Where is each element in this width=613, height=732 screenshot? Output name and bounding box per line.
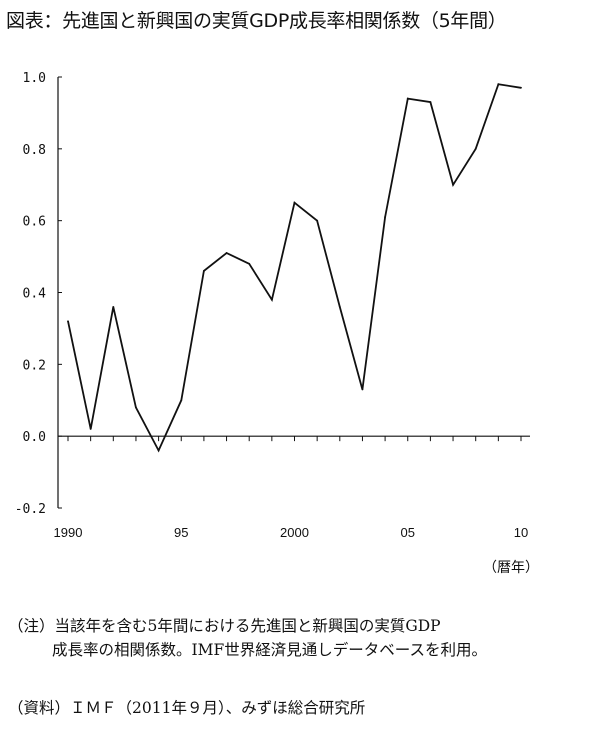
source-note: （資料）ＩＭＦ（2011年９月）、みずほ総合研究所	[8, 699, 366, 717]
data-point	[112, 305, 115, 308]
y-tick-label: 1.0	[23, 71, 46, 86]
line-chart: 1.0 0.8 0.6 0.4 0.2 0.0 -0.2 1990 95 2000 05 10	[15, 71, 530, 540]
x-axis-label: （暦年）	[483, 560, 539, 576]
data-point	[429, 101, 432, 104]
series-line	[67, 83, 522, 453]
data-point	[225, 252, 228, 254]
chart-title: 図表：先進国と新興国の実質GDP成長率相関係数（5年間）	[6, 10, 507, 32]
data-point	[293, 201, 296, 204]
x-tick-label: 10	[514, 525, 528, 540]
data-point	[67, 320, 69, 323]
data-point	[180, 399, 183, 402]
data-point	[338, 305, 341, 308]
data-point	[384, 216, 386, 218]
data-point	[452, 183, 454, 186]
x-tick-label: 2000	[280, 525, 309, 540]
data-point	[135, 406, 137, 409]
data-point	[157, 449, 160, 452]
y-tick-label: 0.2	[23, 358, 46, 373]
x-tick-label: 95	[174, 525, 188, 540]
chart-axes	[57, 77, 530, 508]
data-series	[67, 83, 522, 453]
y-axis-ticks: 1.0 0.8 0.6 0.4 0.2 0.0 -0.2	[15, 71, 62, 517]
data-point	[361, 388, 364, 391]
data-point	[270, 298, 273, 301]
data-point	[497, 83, 500, 86]
y-tick-label: 0.6	[23, 215, 46, 230]
data-point	[406, 97, 409, 100]
data-point	[203, 270, 205, 272]
data-point	[248, 262, 251, 265]
x-tick-label: 05	[401, 525, 415, 540]
data-point	[89, 428, 92, 430]
x-axis-ticks: 1990 95 2000 05 10	[54, 436, 528, 540]
note-line-1: （注）当該年を含む5年間における先進国と新興国の実質GDP	[8, 617, 441, 635]
y-tick-label: 0.8	[23, 143, 46, 158]
data-point	[316, 219, 319, 222]
data-point	[520, 86, 522, 89]
y-tick-label: 0.4	[23, 287, 47, 302]
y-tick-label: -0.2	[15, 502, 46, 517]
note-line-2: 成長率の相関係数。IMF世界経済見通しデータベースを利用。	[52, 641, 487, 659]
x-tick-label: 1990	[54, 525, 83, 540]
y-tick-label: 0.0	[23, 430, 46, 445]
data-point	[474, 147, 477, 150]
